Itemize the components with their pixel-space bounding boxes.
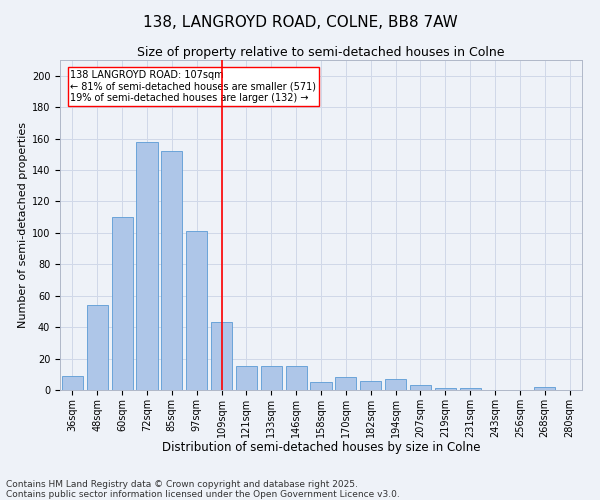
Bar xyxy=(360,380,381,390)
Bar xyxy=(186,232,207,390)
Y-axis label: Number of semi-detached properties: Number of semi-detached properties xyxy=(17,122,28,328)
Bar xyxy=(236,366,257,390)
Bar xyxy=(435,388,456,390)
Bar xyxy=(211,322,232,390)
Text: 138, LANGROYD ROAD, COLNE, BB8 7AW: 138, LANGROYD ROAD, COLNE, BB8 7AW xyxy=(143,15,457,30)
Bar xyxy=(286,366,307,390)
Bar xyxy=(136,142,158,390)
Text: 138 LANGROYD ROAD: 107sqm
← 81% of semi-detached houses are smaller (571)
19% of: 138 LANGROYD ROAD: 107sqm ← 81% of semi-… xyxy=(70,70,316,103)
Bar xyxy=(534,387,555,390)
Bar xyxy=(112,217,133,390)
Bar xyxy=(310,382,332,390)
Bar xyxy=(460,388,481,390)
Bar xyxy=(261,366,282,390)
Bar xyxy=(62,376,83,390)
Bar xyxy=(335,378,356,390)
Bar xyxy=(385,379,406,390)
Title: Size of property relative to semi-detached houses in Colne: Size of property relative to semi-detach… xyxy=(137,46,505,59)
X-axis label: Distribution of semi-detached houses by size in Colne: Distribution of semi-detached houses by … xyxy=(162,441,480,454)
Bar xyxy=(161,151,182,390)
Text: Contains HM Land Registry data © Crown copyright and database right 2025.
Contai: Contains HM Land Registry data © Crown c… xyxy=(6,480,400,499)
Bar xyxy=(87,305,108,390)
Bar xyxy=(410,386,431,390)
